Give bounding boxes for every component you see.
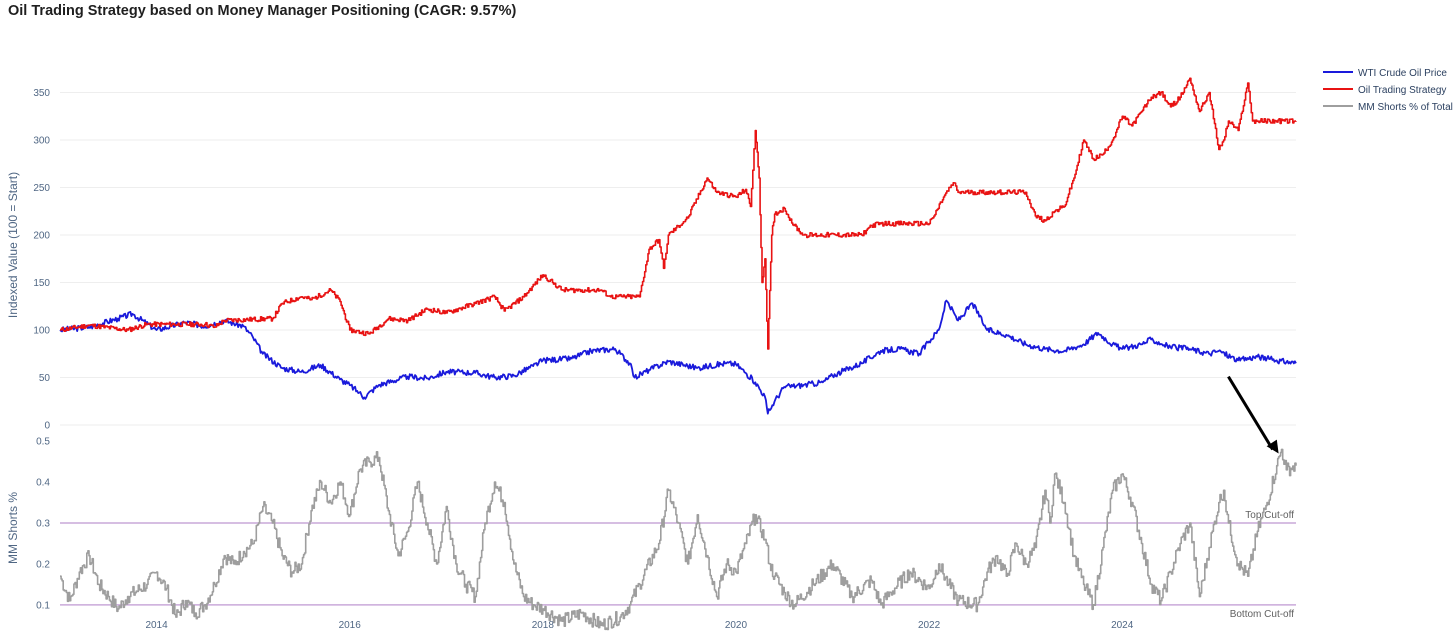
cutoff-lines — [60, 522, 1296, 606]
series-line-mm-shorts — [60, 448, 1297, 631]
top-y-tick-label: 100 — [33, 326, 50, 337]
arrow-head — [1266, 439, 1279, 454]
top-cutoff-label: Top Cut-off — [1245, 510, 1294, 521]
top-y-tick-label: 150 — [33, 278, 50, 289]
bottom-panel-y-axis-title: MM Shorts % — [6, 492, 20, 564]
chart-title: Oil Trading Strategy based on Money Mana… — [8, 3, 517, 19]
bottom-panel-y-ticks: 0.1 0.2 0.3 0.4 0.5 — [36, 437, 50, 612]
x-tick-label: 2024 — [1111, 620, 1134, 631]
top-y-tick-label: 300 — [33, 136, 50, 147]
top-panel-y-axis-title: Indexed Value (100 = Start) — [6, 172, 20, 318]
arrow-shaft — [1227, 375, 1274, 451]
top-y-tick-label: 250 — [33, 183, 50, 194]
annotation-arrow — [1227, 375, 1279, 454]
bottom-y-tick-label: 0.4 — [36, 478, 50, 489]
series-layer — [59, 77, 1297, 631]
series-line-wti — [59, 299, 1297, 415]
top-y-tick-label: 0 — [44, 421, 50, 432]
bottom-cutoff-label: Bottom Cut-off — [1230, 609, 1295, 620]
x-axis-ticks: 2014 2016 2018 2020 2022 2024 — [145, 620, 1133, 631]
legend-item-wti[interactable]: WTI Crude Oil Price — [1323, 68, 1447, 79]
legend[interactable]: WTI Crude Oil Price Oil Trading Strategy… — [1323, 68, 1453, 113]
top-panel-y-ticks: 0 50 100 150 200 250 300 350 — [33, 88, 50, 432]
top-panel-gridlines — [60, 92, 1296, 426]
legend-label-wti: WTI Crude Oil Price — [1358, 68, 1447, 79]
legend-label-strategy: Oil Trading Strategy — [1358, 85, 1446, 96]
bottom-y-tick-label: 0.3 — [36, 519, 50, 530]
x-tick-label: 2014 — [145, 620, 168, 631]
top-y-tick-label: 350 — [33, 88, 50, 99]
legend-item-strategy[interactable]: Oil Trading Strategy — [1323, 85, 1446, 96]
x-tick-label: 2018 — [532, 620, 555, 631]
bottom-y-tick-label: 0.1 — [36, 600, 50, 611]
x-tick-label: 2020 — [725, 620, 748, 631]
top-y-tick-label: 200 — [33, 231, 50, 242]
legend-label-shorts: MM Shorts % of Total — [1358, 102, 1453, 113]
bottom-y-tick-label: 0.5 — [36, 437, 50, 448]
x-tick-label: 2022 — [918, 620, 941, 631]
series-line-strategy — [60, 77, 1297, 350]
bottom-y-tick-label: 0.2 — [36, 559, 50, 570]
legend-item-shorts[interactable]: MM Shorts % of Total — [1323, 102, 1453, 113]
top-y-tick-label: 50 — [39, 373, 51, 384]
x-tick-label: 2016 — [339, 620, 362, 631]
